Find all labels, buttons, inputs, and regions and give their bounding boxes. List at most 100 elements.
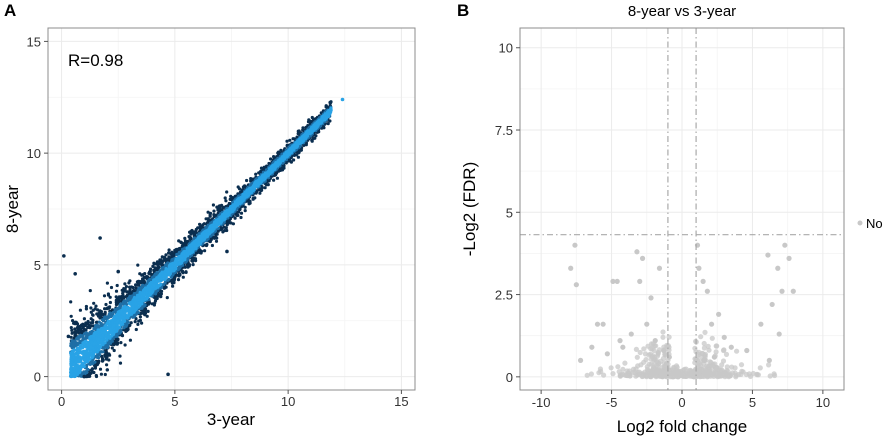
- scatter-point: [287, 150, 291, 155]
- volcano-point: [683, 366, 689, 372]
- scatter-point: [108, 300, 112, 305]
- volcano-point: [790, 288, 796, 294]
- volcano-point: [572, 242, 578, 248]
- scatter-point: [185, 251, 189, 255]
- scatter-point: [274, 163, 278, 167]
- scatter-point: [78, 364, 82, 368]
- volcano-point: [721, 334, 727, 340]
- scatter-point: [131, 286, 135, 290]
- scatter-point: [223, 196, 227, 200]
- scatter-point: [134, 327, 138, 332]
- scatter-point: [258, 191, 262, 195]
- scatter-point: [122, 326, 126, 330]
- scatter-point: [228, 202, 232, 206]
- plot-a-frame: [47, 27, 416, 391]
- volcano-point: [610, 371, 616, 377]
- scatter-point: [91, 308, 95, 312]
- scatter-point: [72, 362, 76, 366]
- volcano-point: [711, 354, 718, 360]
- scatter-point: [123, 282, 127, 286]
- volcano-point: [658, 371, 665, 377]
- scatter-point: [313, 124, 317, 128]
- scatter-point: [225, 249, 229, 254]
- volcano-point: [658, 358, 664, 364]
- scatter-point: [128, 307, 132, 311]
- volcano-point: [637, 349, 643, 356]
- scatter-point: [108, 295, 112, 299]
- volcano-point: [734, 348, 740, 354]
- scatter-point: [202, 222, 206, 226]
- y-tick-label: 15: [27, 34, 41, 49]
- plot-b-points: [568, 242, 796, 367]
- scatter-point: [99, 372, 103, 376]
- volcano-point: [716, 311, 722, 317]
- scatter-point: [181, 275, 185, 279]
- scatter-point: [138, 315, 142, 319]
- scatter-point: [222, 225, 226, 229]
- scatter-point: [163, 272, 167, 276]
- volcano-point: [744, 347, 750, 354]
- scatter-point: [216, 229, 220, 233]
- scatter-point: [122, 313, 126, 317]
- volcano-point: [689, 373, 696, 379]
- volcano-point: [633, 346, 640, 352]
- scatter-point: [204, 243, 208, 247]
- volcano-point: [713, 349, 719, 355]
- scatter-point: [275, 176, 279, 180]
- volcano-point: [649, 354, 655, 360]
- volcano-point: [720, 358, 727, 364]
- volcano-point: [664, 342, 670, 349]
- scatter-point: [80, 346, 85, 350]
- volcano-point: [644, 321, 650, 327]
- volcano-point: [641, 346, 647, 352]
- plot-a-y-label: 8-year: [3, 185, 22, 234]
- volcano-point: [767, 373, 773, 379]
- scatter-point: [180, 256, 184, 260]
- scatter-point: [109, 315, 113, 319]
- volcano-point: [689, 368, 695, 374]
- scatter-point: [260, 177, 264, 181]
- scatter-point: [74, 360, 79, 364]
- scatter-point: [127, 312, 131, 316]
- scatter-point: [251, 196, 255, 201]
- volcano-point: [772, 372, 778, 379]
- x-tick-label: 0: [678, 395, 685, 410]
- volcano-point: [766, 357, 772, 363]
- scatter-point: [69, 300, 73, 304]
- scatter-point: [104, 331, 108, 335]
- volcano-point: [720, 347, 727, 354]
- volcano-point: [630, 366, 637, 372]
- scatter-point: [159, 277, 163, 281]
- scatter-point: [75, 322, 80, 326]
- volcano-point: [634, 354, 640, 360]
- volcano-point: [655, 350, 661, 356]
- scatter-point: [165, 296, 169, 300]
- scatter-point: [70, 328, 74, 332]
- volcano-point: [709, 371, 715, 378]
- scatter-point: [92, 301, 96, 305]
- volcano-point: [701, 365, 708, 371]
- plot-a-points: [62, 97, 345, 379]
- scatter-point: [247, 202, 251, 206]
- scatter-point: [131, 305, 135, 309]
- volcano-point: [724, 364, 730, 370]
- scatter-point: [103, 307, 107, 311]
- volcano-point: [776, 331, 782, 337]
- scatter-point: [180, 269, 185, 273]
- scatter-point: [150, 302, 154, 306]
- scatter-point: [108, 327, 112, 331]
- scatter-point: [243, 193, 248, 197]
- x-tick-label: 15: [394, 394, 408, 409]
- scatter-point: [166, 372, 170, 377]
- volcano-point: [617, 338, 623, 344]
- scatter-point: [83, 323, 87, 328]
- scatter-point: [106, 315, 111, 320]
- scatter-point: [91, 324, 95, 328]
- scatter-point: [176, 278, 181, 282]
- scatter-point: [272, 178, 276, 182]
- volcano-point: [624, 372, 630, 379]
- scatter-point: [109, 285, 114, 290]
- scatter-point: [124, 329, 128, 333]
- volcano-point: [713, 364, 719, 371]
